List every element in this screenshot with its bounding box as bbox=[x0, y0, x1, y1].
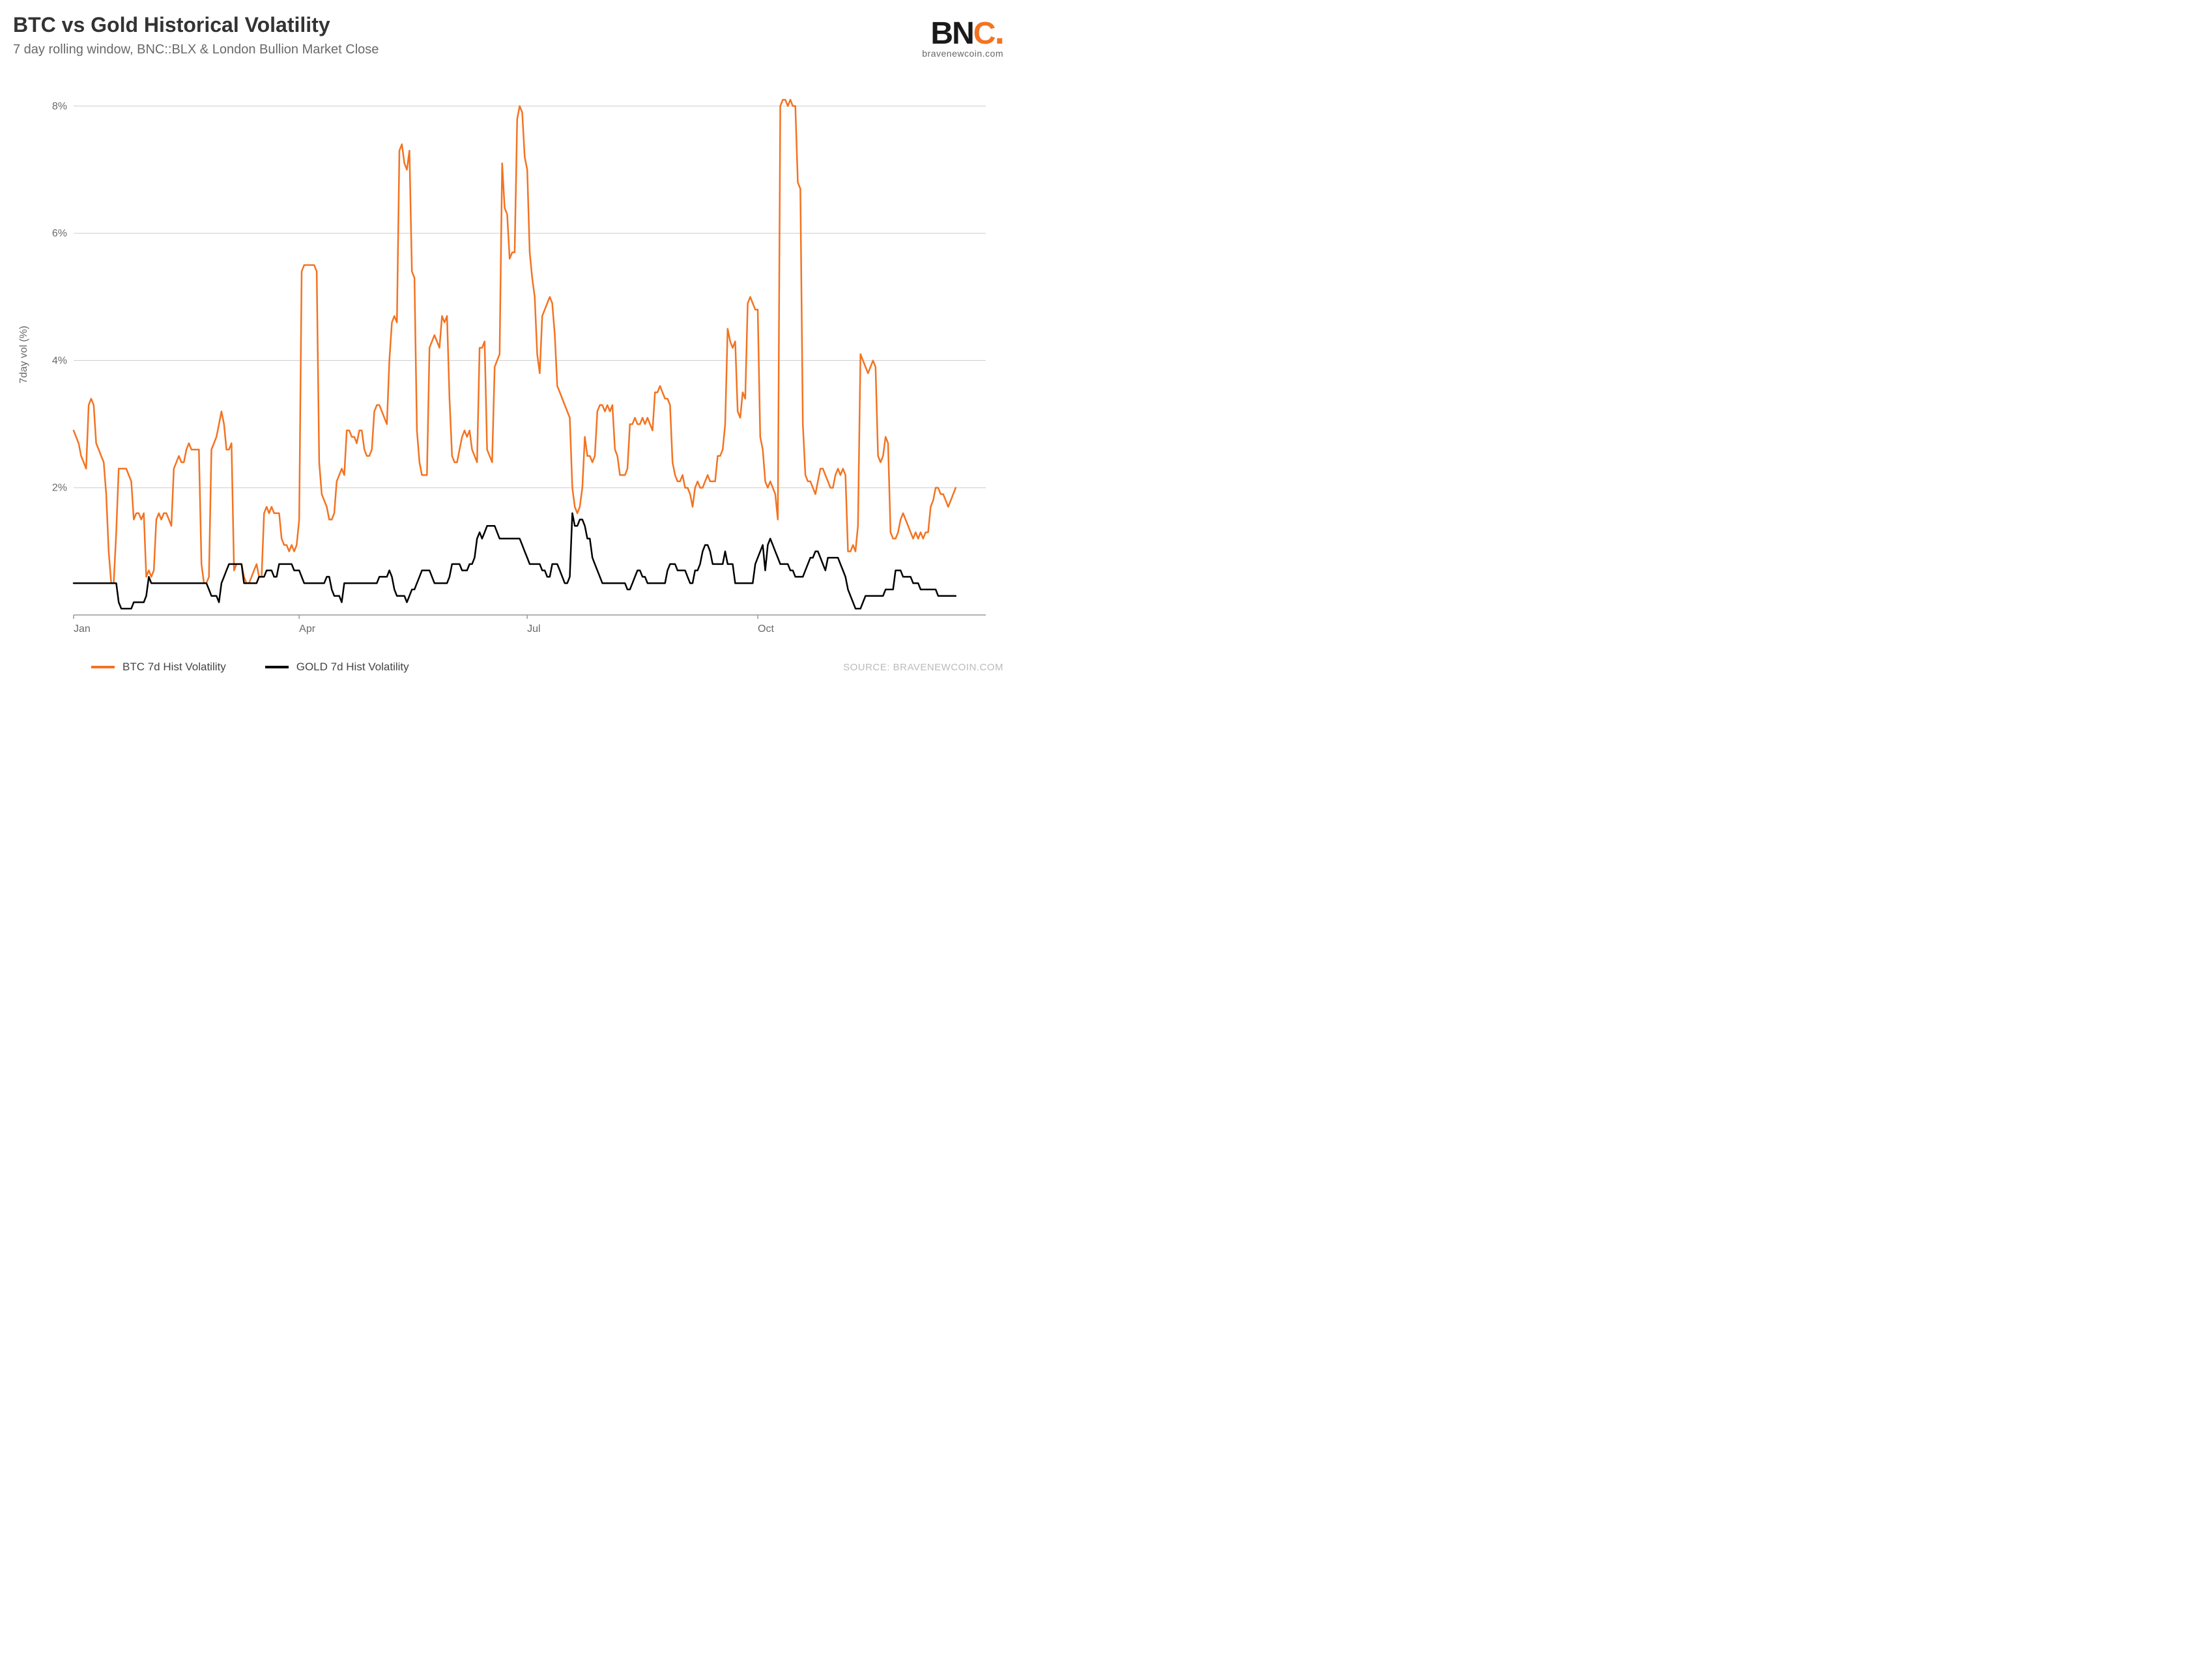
logo-letter-c: C bbox=[973, 16, 995, 51]
legend-items: BTC 7d Hist Volatility GOLD 7d Hist Volat… bbox=[91, 661, 409, 674]
chart-container: BTC vs Gold Historical Volatility 7 day … bbox=[13, 13, 1003, 674]
x-tick-label: Apr bbox=[299, 623, 316, 635]
series-line bbox=[74, 513, 956, 608]
chart-header: BTC vs Gold Historical Volatility 7 day … bbox=[13, 13, 1003, 68]
logo-subtext: bravenewcoin.com bbox=[922, 48, 1003, 59]
y-tick-label: 6% bbox=[52, 228, 67, 239]
plot-svg: 2% 4% 6% 8% Jan Apr Jul Oct bbox=[30, 68, 1003, 641]
titles-block: BTC vs Gold Historical Volatility 7 day … bbox=[13, 13, 922, 68]
plot-wrap: 7day vol (%) 2% 4% 6% 8% Jan Apr Jul Oct bbox=[13, 68, 1003, 641]
chart-title: BTC vs Gold Historical Volatility bbox=[13, 13, 922, 37]
y-axis-title: 7day vol (%) bbox=[13, 326, 30, 384]
x-tick-label: Jul bbox=[527, 623, 540, 635]
legend-swatch bbox=[91, 666, 115, 668]
plot-area: 2% 4% 6% 8% Jan Apr Jul Oct bbox=[30, 68, 1003, 641]
logo-main: BNC. bbox=[922, 13, 1003, 50]
legend-swatch bbox=[265, 666, 289, 668]
legend-item: BTC 7d Hist Volatility bbox=[91, 661, 226, 674]
y-tick-label: 4% bbox=[52, 355, 67, 366]
y-tick-label: 8% bbox=[52, 101, 67, 112]
logo-letter-b: B bbox=[930, 16, 952, 51]
legend-label: BTC 7d Hist Volatility bbox=[122, 661, 226, 674]
series-line bbox=[74, 100, 956, 583]
legend-item: GOLD 7d Hist Volatility bbox=[265, 661, 409, 674]
x-tick-label: Jan bbox=[74, 623, 91, 635]
logo-letter-n: N bbox=[952, 16, 973, 51]
x-tick-label: Oct bbox=[758, 623, 774, 635]
y-tick-label: 2% bbox=[52, 483, 67, 494]
source-label: SOURCE: BRAVENEWCOIN.COM bbox=[843, 662, 1003, 673]
chart-subtitle: 7 day rolling window, BNC::BLX & London … bbox=[13, 42, 922, 57]
legend-label: GOLD 7d Hist Volatility bbox=[296, 661, 409, 674]
logo-dot: . bbox=[994, 10, 1003, 51]
legend-row: BTC 7d Hist Volatility GOLD 7d Hist Volat… bbox=[13, 661, 1003, 674]
bnc-logo: BNC. bravenewcoin.com bbox=[922, 13, 1003, 59]
